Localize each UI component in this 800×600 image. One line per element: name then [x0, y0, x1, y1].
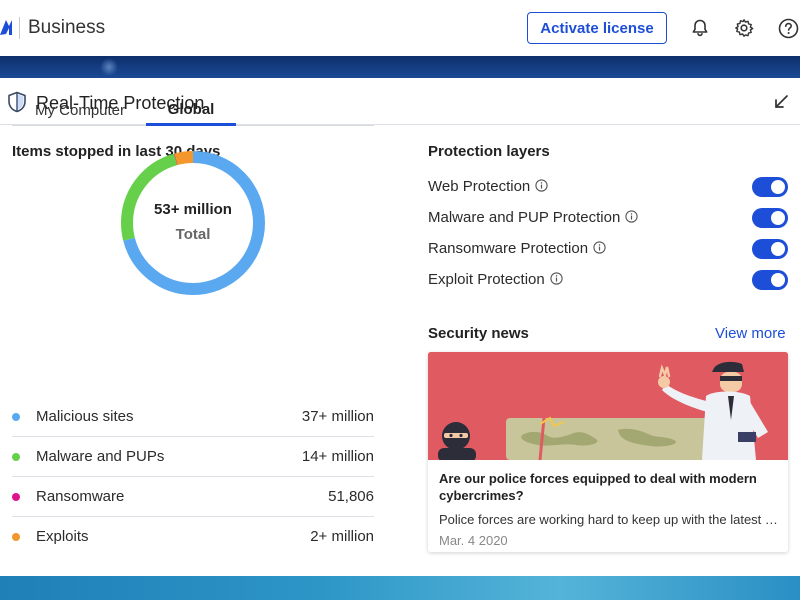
legend-row-malicious-sites: Malicious sites 37+ million	[12, 397, 374, 437]
banner-glow	[100, 58, 118, 76]
legend-dot	[12, 493, 20, 501]
notification-bell-icon[interactable]	[689, 17, 711, 39]
legend-label: Exploits	[36, 528, 89, 545]
shield-icon	[8, 91, 26, 113]
logo-divider	[19, 17, 20, 39]
legend-dot	[12, 533, 20, 541]
panel-title: Real-Time Protection	[36, 93, 205, 113]
legend-value: 14+ million	[301, 448, 374, 465]
ransomware-protection-toggle[interactable]	[752, 239, 788, 259]
toggle-knob	[771, 242, 785, 256]
info-icon[interactable]	[535, 179, 548, 192]
items-stopped-donut-chart	[121, 151, 265, 295]
tab-my-computer[interactable]: My Computer	[34, 102, 126, 119]
tab-global[interactable]: Global	[146, 95, 236, 126]
news-article-date: Mar. 4 2020	[439, 533, 508, 548]
layer-label-ransomware-protection: Ransomware Protection	[428, 240, 606, 257]
legend-value: 37+ million	[301, 408, 374, 425]
layer-label-web-protection: Web Protection	[428, 178, 548, 195]
toggle-knob	[771, 211, 785, 225]
legend-row-exploits: Exploits 2+ million	[12, 517, 374, 557]
layer-malware-pup-protection: Malware and PUP Protection	[428, 206, 788, 230]
legend-row-malware-and-pups: Malware and PUPs 14+ million	[12, 437, 374, 477]
app-title: Business	[28, 17, 106, 38]
donut-total-label: Total	[175, 226, 211, 243]
legend-dot	[12, 413, 20, 421]
legend-value: 51,806	[328, 488, 374, 505]
footer-strip	[0, 576, 800, 600]
info-icon[interactable]	[550, 272, 563, 285]
panel-header: Real-Time Protection	[0, 78, 800, 125]
help-icon[interactable]	[777, 17, 799, 39]
settings-gear-icon[interactable]	[733, 17, 755, 39]
legend-dot	[12, 453, 20, 461]
news-illustration-image	[428, 352, 788, 460]
view-more-link[interactable]: View more	[715, 325, 786, 342]
toggle-knob	[771, 180, 785, 194]
news-body: Are our police forces equipped to deal w…	[428, 460, 788, 552]
layer-web-protection: Web Protection	[428, 175, 788, 199]
malware-pup-protection-toggle[interactable]	[752, 208, 788, 228]
items-stopped-tabs: My Computer Global	[12, 95, 374, 126]
donut-segment-exploits	[121, 151, 265, 295]
exploit-protection-toggle[interactable]	[752, 270, 788, 290]
protection-layers-title: Protection layers	[428, 143, 550, 160]
legend-label: Malware and PUPs	[36, 448, 165, 465]
layer-ransomware-protection: Ransomware Protection	[428, 237, 788, 261]
logo-icon	[0, 20, 12, 35]
layer-label-malware-pup-protection: Malware and PUP Protection	[428, 209, 638, 226]
info-icon[interactable]	[593, 241, 606, 254]
top-bar: Business Activate license	[0, 0, 800, 56]
news-article-excerpt: Police forces are working hard to keep u…	[439, 512, 779, 527]
web-protection-toggle[interactable]	[752, 177, 788, 197]
toggle-knob	[771, 273, 785, 287]
layer-exploit-protection: Exploit Protection	[428, 268, 788, 292]
layer-label-exploit-protection: Exploit Protection	[428, 271, 563, 288]
news-article-card[interactable]: Are our police forces equipped to deal w…	[428, 352, 788, 552]
legend-label: Ransomware	[36, 488, 125, 505]
legend-value: 2+ million	[310, 528, 374, 545]
header-banner	[0, 56, 800, 78]
legend-row-ransomware: Ransomware 51,806	[12, 477, 374, 517]
info-icon[interactable]	[625, 210, 638, 223]
donut-segment-malware-and-pups	[121, 151, 265, 295]
donut-total-value: 53+ million	[154, 201, 232, 218]
collapse-icon[interactable]	[773, 94, 789, 110]
security-news-title: Security news	[428, 325, 529, 342]
activate-license-button[interactable]: Activate license	[527, 12, 667, 44]
news-article-title: Are our police forces equipped to deal w…	[439, 471, 757, 503]
legend-label: Malicious sites	[36, 408, 134, 425]
